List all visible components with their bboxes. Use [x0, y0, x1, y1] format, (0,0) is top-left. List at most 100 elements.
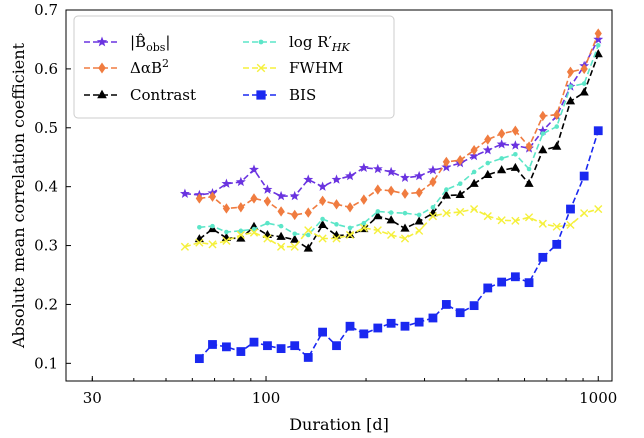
data-point	[276, 190, 287, 201]
series-diamond	[195, 28, 602, 221]
data-point	[456, 154, 464, 166]
data-point	[305, 232, 311, 238]
data-point	[263, 341, 272, 351]
data-point	[400, 234, 410, 243]
data-point	[524, 178, 534, 187]
data-point	[331, 174, 342, 184]
data-point	[318, 195, 327, 206]
data-point	[303, 353, 313, 362]
data-point	[485, 160, 491, 166]
data-point	[347, 225, 353, 231]
legend-entry: Contrast	[84, 86, 196, 104]
data-point	[511, 216, 520, 225]
ticks-layer: 0.1 0.2 0.3 0.4 0.5 0.6 0.7 30 100 1000	[34, 1, 617, 407]
data-point	[537, 125, 548, 135]
data-point	[566, 204, 575, 214]
data-point	[387, 230, 396, 240]
x-tick-label: 30	[83, 389, 102, 407]
data-point	[482, 144, 493, 155]
series-line	[198, 53, 600, 250]
data-point	[552, 222, 561, 231]
legend-entry: BIS	[243, 86, 316, 104]
y-axis-label: Absolute mean correlation coefficient	[9, 42, 28, 349]
data-point	[387, 185, 395, 196]
y-tick-label: 0.2	[34, 295, 58, 313]
data-point	[317, 181, 328, 191]
data-point	[415, 226, 424, 235]
data-point	[98, 62, 106, 74]
data-point	[566, 220, 575, 230]
data-point	[250, 193, 258, 204]
data-point	[358, 162, 369, 173]
data-point	[510, 272, 520, 282]
data-point	[471, 169, 477, 175]
data-point	[595, 43, 601, 48]
data-point	[513, 151, 518, 157]
series-layer	[179, 28, 604, 364]
data-point	[552, 239, 562, 249]
plot-frame	[65, 9, 613, 382]
data-point	[373, 211, 383, 220]
data-point	[97, 89, 107, 99]
data-point	[388, 210, 394, 215]
data-point	[359, 329, 369, 339]
data-point	[594, 28, 602, 39]
data-point	[318, 327, 327, 337]
y-tick-label: 0.6	[34, 60, 58, 78]
data-point	[579, 87, 589, 96]
data-point	[455, 308, 465, 318]
data-point	[525, 141, 533, 152]
data-point	[400, 223, 410, 232]
data-point	[236, 233, 246, 242]
data-point	[414, 317, 424, 327]
data-point	[256, 90, 266, 100]
y-tick-label: 0.5	[34, 119, 58, 137]
data-point	[235, 176, 246, 187]
data-point	[276, 242, 286, 251]
data-point	[373, 323, 383, 333]
data-point	[345, 170, 355, 181]
data-point	[345, 321, 355, 331]
data-point	[442, 209, 451, 218]
data-point	[593, 49, 603, 58]
data-point	[290, 242, 299, 251]
data-point	[222, 236, 231, 245]
data-point	[483, 283, 493, 293]
data-point	[524, 278, 534, 288]
data-point	[428, 164, 438, 175]
legend-box	[73, 15, 395, 119]
y-tick-label: 0.1	[34, 354, 58, 372]
data-point	[332, 199, 341, 210]
data-point	[386, 318, 396, 328]
data-point	[455, 189, 465, 199]
data-point	[334, 222, 339, 227]
data-point	[581, 81, 587, 86]
data-point	[593, 126, 603, 136]
data-point	[332, 234, 341, 243]
data-point	[497, 165, 507, 174]
legend-entry: FWHM	[243, 59, 343, 77]
data-point	[195, 238, 204, 247]
data-point	[277, 206, 285, 217]
data-point	[251, 226, 257, 232]
data-point	[290, 341, 300, 351]
data-point	[317, 219, 328, 229]
data-point	[400, 172, 410, 183]
data-point	[415, 187, 423, 198]
legend-label: ΔαB2	[130, 57, 169, 77]
data-point	[497, 277, 507, 287]
data-point	[194, 234, 204, 243]
data-point	[360, 194, 368, 205]
data-point	[180, 242, 190, 251]
y-tick-label: 0.3	[34, 237, 58, 255]
data-point	[278, 223, 284, 229]
legend-label: Contrast	[130, 86, 196, 104]
data-point	[414, 170, 425, 181]
data-point	[276, 344, 286, 354]
data-point	[441, 190, 451, 199]
data-point	[276, 231, 286, 240]
data-point	[292, 231, 298, 237]
data-point	[568, 84, 573, 89]
